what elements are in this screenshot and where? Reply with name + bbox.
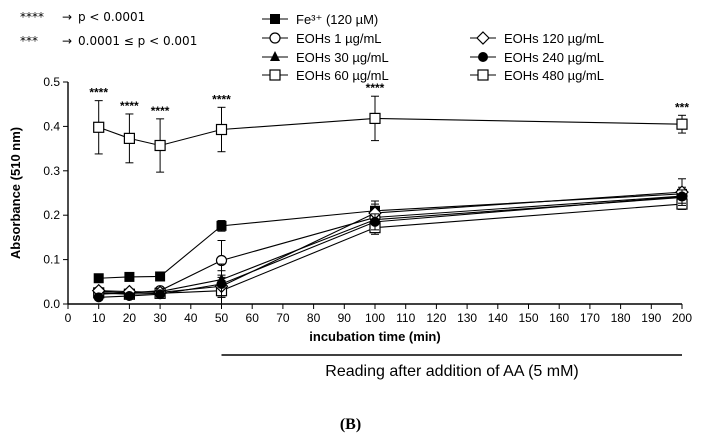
reading-note: Reading after addition of AA (5 mM) — [325, 363, 579, 380]
x-tick-label: 70 — [276, 311, 290, 325]
x-tick-label: 180 — [611, 311, 631, 325]
significance-key-row-1: **** → p < 0.0001 — [20, 10, 145, 24]
series-3 — [94, 198, 686, 305]
x-tick-label: 10 — [92, 311, 106, 325]
series-line — [98, 117, 683, 147]
data-point — [155, 271, 166, 282]
y-tick-label: 0.3 — [43, 164, 60, 178]
data-point — [369, 112, 381, 125]
sig-text-1: p < 0.0001 — [78, 10, 146, 24]
x-tick-label: 90 — [338, 311, 352, 325]
data-point — [154, 139, 166, 152]
arrow-icon: → — [62, 34, 73, 48]
significance-label: *** — [675, 100, 689, 114]
y-tick-label: 0.0 — [43, 297, 60, 311]
series-6 — [94, 95, 686, 173]
panel-label: (B) — [339, 416, 362, 433]
y-tick-label: 0.4 — [43, 119, 60, 133]
x-tick-label: 20 — [123, 311, 137, 325]
x-tick-label: 200 — [672, 311, 692, 325]
data-point — [155, 289, 166, 300]
legend-label: EOHs 60 µg/mL — [296, 68, 389, 83]
legend-marker — [477, 69, 489, 81]
data-point — [216, 279, 227, 290]
x-tick-label: 60 — [246, 311, 260, 325]
x-tick-label: 120 — [426, 311, 446, 325]
y-tick-label: 0.2 — [43, 208, 60, 222]
data-point — [216, 220, 227, 231]
series-5 — [94, 189, 686, 301]
sig-stars-1: **** — [20, 10, 44, 24]
data-point — [124, 271, 135, 282]
x-tick-label: 130 — [457, 311, 477, 325]
legend-label: Fe³⁺ (120 µM) — [296, 12, 378, 27]
legend-marker — [270, 51, 280, 61]
series-0 — [94, 186, 686, 281]
x-axis-label: incubation time (min) — [309, 329, 440, 344]
x-tick-label: 190 — [641, 311, 661, 325]
significance-label: **** — [89, 86, 108, 100]
legend-label: EOHs 480 µg/mL — [504, 68, 604, 83]
series-1 — [94, 188, 686, 297]
data-point — [124, 291, 135, 302]
significance-label: **** — [151, 104, 170, 118]
legend-label: EOHs 120 µg/mL — [504, 31, 604, 46]
data-point — [677, 191, 687, 202]
x-tick-label: 140 — [488, 311, 508, 325]
significance-key-row-2: *** → 0.0001 ≤ p < 0.001 — [20, 34, 197, 48]
data-point — [123, 132, 136, 144]
significance-label: **** — [366, 81, 385, 95]
x-tick-label: 50 — [215, 311, 229, 325]
significance-label: **** — [120, 99, 139, 113]
series-line — [98, 193, 683, 279]
legend-marker — [478, 52, 488, 62]
arrow-icon: → — [62, 10, 73, 24]
x-tick-label: 160 — [549, 311, 569, 325]
legend-marker — [269, 69, 281, 81]
sig-stars-2: *** — [20, 34, 38, 48]
x-tick-label: 0 — [65, 311, 72, 325]
data-point — [93, 121, 105, 133]
significance-label: **** — [212, 92, 231, 106]
legend-label: EOHs 240 µg/mL — [504, 50, 604, 65]
x-tick-label: 30 — [153, 311, 167, 325]
y-tick-label: 0.1 — [43, 253, 60, 267]
x-tick-label: 150 — [518, 311, 538, 325]
data-point — [676, 118, 688, 130]
sig-text-2: 0.0001 ≤ p < 0.001 — [78, 34, 198, 48]
data-point — [215, 123, 228, 136]
legend-label: EOHs 1 µg/mL — [296, 31, 382, 46]
x-tick-label: 170 — [580, 311, 600, 325]
legend-marker — [476, 31, 490, 45]
legend-label: EOHs 30 µg/mL — [296, 50, 389, 65]
y-tick-label: 0.5 — [43, 75, 60, 89]
x-tick-label: 80 — [307, 311, 321, 325]
y-axis-label: Absorbance (510 nm) — [8, 127, 23, 259]
x-tick-label: 40 — [184, 311, 198, 325]
data-point — [370, 216, 380, 227]
x-tick-label: 100 — [365, 311, 385, 325]
data-point — [93, 273, 104, 284]
x-tick-label: 110 — [396, 311, 415, 325]
data-point — [93, 292, 104, 303]
legend-marker — [270, 14, 280, 24]
legend-marker — [269, 32, 281, 44]
series-2 — [94, 189, 686, 298]
series-line — [98, 196, 683, 298]
series-line — [98, 203, 683, 295]
